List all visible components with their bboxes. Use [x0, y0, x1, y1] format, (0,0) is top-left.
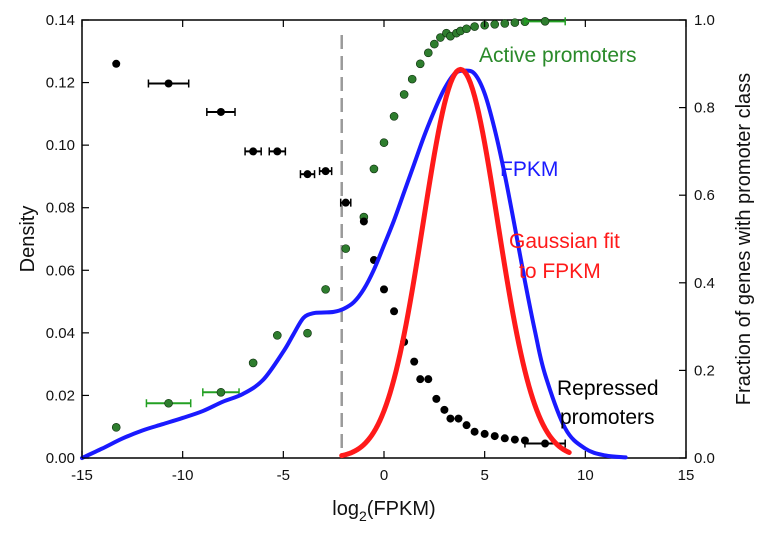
- y-tick-label: 0.06: [46, 262, 75, 279]
- x-axis-title-subscript: 2: [359, 508, 367, 524]
- active-point: [216, 387, 226, 397]
- gaussian-label-line1: Gaussian fit: [509, 230, 620, 253]
- y-tick-label: 0.14: [46, 12, 75, 29]
- active-point: [379, 138, 389, 147]
- repressed-point: [454, 414, 463, 423]
- x-axis: -15 -10 -5 0 5 10 15: [71, 20, 694, 484]
- repressed-label-line2: promoters: [560, 406, 655, 429]
- active-point: [164, 398, 173, 408]
- active-point: [415, 59, 425, 69]
- y2-tick-label: 0.2: [694, 362, 715, 379]
- active-point: [272, 331, 282, 340]
- y-tick-label: 0.12: [46, 75, 75, 92]
- active-point: [111, 423, 121, 432]
- repressed-label-line1: Repressed: [557, 377, 659, 400]
- active-point: [540, 17, 550, 26]
- repressed-point: [416, 375, 425, 384]
- y2-tick-label: 0.6: [694, 187, 715, 204]
- active-point: [423, 48, 433, 58]
- x-tick-label: -15: [71, 467, 93, 484]
- y-tick-label: 0.00: [46, 450, 75, 467]
- active-promoters-label: Active promoters: [479, 44, 637, 67]
- x-axis-title: log2(FPKM): [332, 498, 435, 524]
- y2-tick-label: 0.0: [694, 450, 715, 467]
- active-point: [470, 22, 479, 31]
- active-point: [500, 19, 510, 28]
- y-tick-label: 0.02: [46, 387, 75, 404]
- y-tick-label: 0.10: [46, 137, 75, 154]
- repressed-point: [480, 429, 489, 438]
- active-point: [389, 112, 399, 121]
- repressed-point: [462, 421, 471, 430]
- x-tick-label: 5: [480, 467, 488, 484]
- repressed-point: [424, 375, 433, 384]
- repressed-point: [470, 427, 479, 436]
- active-point: [436, 33, 445, 42]
- x-axis-title-rest: (FPKM): [367, 498, 436, 520]
- repressed-point: [490, 432, 499, 441]
- y-tick-label: 0.08: [46, 200, 75, 217]
- y-tick-label: 0.04: [46, 325, 75, 342]
- plot-area: [80, 17, 687, 460]
- active-point: [248, 358, 258, 368]
- gaussian-label-line2: to FPKM: [519, 260, 601, 283]
- active-point: [510, 18, 520, 27]
- y2-tick-label: 1.0: [694, 12, 715, 29]
- repressed-point: [249, 147, 258, 156]
- x-axis-title-base: log: [332, 498, 359, 520]
- repressed-point: [303, 170, 312, 179]
- repressed-point: [500, 434, 509, 443]
- y-axis-title: Density: [17, 206, 39, 273]
- active-point: [490, 20, 500, 29]
- repressed-point: [390, 307, 399, 316]
- active-point: [303, 328, 312, 338]
- x-tick-label: -5: [277, 467, 290, 484]
- gaussian-fit-line: [339, 66, 572, 459]
- active-point: [407, 74, 417, 84]
- y-axis-right: 0.0 0.2 0.4 0.6 0.8 1.0: [679, 12, 715, 467]
- y-axis-left: 0.00 0.02 0.04 0.06 0.08 0.10 0.12 0.14: [46, 12, 89, 467]
- active-point: [462, 24, 471, 34]
- repressed-point: [216, 107, 225, 116]
- repressed-point: [380, 285, 388, 294]
- repressed-point: [432, 394, 441, 403]
- active-point: [369, 164, 379, 174]
- x-tick-label: -10: [172, 467, 194, 484]
- active-point: [321, 285, 330, 294]
- repressed-point: [164, 79, 173, 88]
- repressed-point: [510, 435, 519, 444]
- fpkm-label: FPKM: [500, 158, 558, 181]
- x-tick-label: 0: [380, 467, 388, 484]
- active-point: [341, 244, 351, 253]
- y2-axis-title: Fraction of genes with promoter class: [733, 73, 755, 405]
- active-point: [399, 90, 409, 99]
- repressed-point: [273, 147, 282, 156]
- active-point: [430, 39, 439, 49]
- x-tick-label: 15: [678, 467, 695, 484]
- x-tick-label: 10: [577, 467, 594, 484]
- repressed-point: [446, 414, 455, 423]
- series-layer: [80, 17, 628, 460]
- repressed-point: [440, 405, 449, 414]
- repressed-point: [321, 167, 330, 176]
- repressed-point: [410, 357, 419, 366]
- repressed-point: [541, 439, 550, 448]
- y2-tick-label: 0.8: [694, 100, 715, 117]
- repressed-point: [341, 198, 350, 207]
- fpkm-density-line: [80, 68, 628, 460]
- repressed-point: [359, 217, 368, 226]
- y2-tick-label: 0.4: [694, 275, 715, 292]
- repressed-point: [112, 59, 121, 68]
